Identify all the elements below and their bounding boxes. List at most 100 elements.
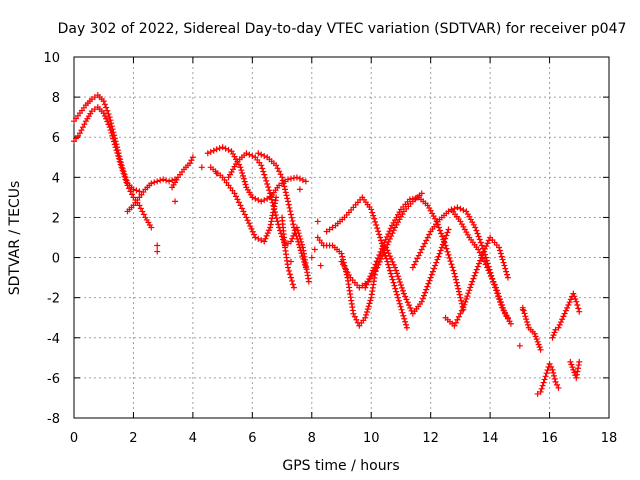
data-point-arc-k [373,222,380,229]
data-point-arc-e [290,175,297,182]
x-tick-label: 10 [363,431,380,446]
data-point-arc-m [442,242,449,249]
data-point-arc-o [457,205,464,212]
data-point-arc-s [548,363,555,370]
data-point-arc-q [486,270,493,277]
data-point-arc-e [238,167,245,174]
data-point-arc-q [493,284,500,291]
data-point-arc-k [399,309,406,316]
data-point-arc-g [265,184,272,191]
data-point-arc-a [103,104,110,111]
data-point-arc-f [262,235,269,242]
data-point-arc-i [290,284,297,291]
data-point-arc-s [552,378,559,385]
data-point-arc-t [556,321,563,328]
data-point-arc-b [106,124,113,131]
data-point-arc-n [394,273,401,280]
x-tick-label: 4 [189,431,197,446]
data-point-arc-b [124,182,131,189]
data-point-arc-n [437,247,444,254]
data-point-arc-i [286,271,293,278]
data-point-arc-o [412,258,419,265]
data-point-arc-f [251,231,258,238]
data-point-arc-b [79,124,86,131]
data-point-arc-c [163,177,170,184]
data-point-arc-q [500,307,507,314]
data-point-arc-n [445,226,452,233]
data-point-arc-b [78,127,85,134]
data-point-arc-p [455,313,462,320]
data-point-arc-b [108,129,115,136]
data-point-arc-t [549,334,556,341]
data-point-arc-h [261,152,268,159]
data-point-arc-n [406,302,413,309]
data-point-arc-j [350,310,357,317]
y-tick-label: 4 [52,171,60,186]
y-tick-label: -4 [47,332,60,347]
data-point-arc-n [389,258,396,265]
data-point-arc-m [363,281,370,288]
y-tick-label: -2 [47,292,60,307]
data-point-arc-f [248,225,255,232]
data-point-arc-p [497,250,504,257]
data-point-arc-h [273,162,280,169]
data-point-arc-p [484,240,491,247]
data-point-arc-h [287,208,294,215]
data-point-arc-h [279,177,286,184]
data-point-arc-q [482,261,489,268]
data-point-arc-h [301,261,308,268]
data-point-arc-h [295,238,302,245]
data-point-arc-q [507,320,514,327]
data-point-arc-i [288,277,295,284]
data-point-arc-f [243,214,250,221]
data-point-arc-o [483,257,490,264]
data-point-arc-n [424,283,431,290]
data-point-arc-a [108,120,115,127]
data-point-arc-u [576,358,583,365]
data-point-arc-h [296,244,303,251]
data-point-arc-b [137,205,144,212]
data-point-arc-f [240,208,247,215]
data-point-arc-e [225,146,232,153]
data-point-arc-l [377,255,384,262]
data-point-arc-m [444,248,451,255]
data-point-arc-n [432,262,439,269]
data-point-arc-g [305,278,312,285]
data-point-arc-b [139,208,146,215]
data-point-arc-n [419,295,426,302]
data-point-arc-a [133,187,140,194]
data-point-arc-p [467,284,474,291]
data-point-arc-g [270,202,277,209]
data-point-arc-i [285,264,291,271]
data-point-arc-e [249,194,256,201]
data-point-arc-h [298,250,305,257]
data-point-arc-m [377,248,384,255]
data-point-arc-b [110,135,117,142]
data-point-arc-h [255,150,262,157]
data-point-arc-q [498,299,505,306]
data-point-arc-k [370,212,377,219]
data-point-arc-h [299,253,306,260]
data-point-arc-e [219,144,226,151]
data-point-arc-n [420,292,427,299]
data-point-arc-r [521,310,528,317]
data-point-arc-h [289,217,296,224]
data-point-arc-m [406,196,413,203]
data-point-arc-p [469,278,476,285]
data-point-arc-m [386,228,393,235]
data-point-arc-b [140,211,147,218]
data-point-arc-b [103,115,110,122]
data-point-arc-b [125,185,132,192]
data-point-arc-o [411,261,418,268]
data-point-scatter-misc [213,170,220,177]
data-point-arc-g [262,174,269,181]
data-point-arc-n [443,232,450,239]
data-point-arc-o [475,233,482,240]
y-axis-label: SDTVAR / TECUs [7,181,23,296]
data-point-arc-k [386,267,393,274]
data-point-arc-a [136,188,143,195]
data-point-arc-o [451,205,458,212]
data-point-arc-p [480,248,487,255]
data-point-arc-o [472,224,479,231]
data-point-arc-e [242,181,249,188]
